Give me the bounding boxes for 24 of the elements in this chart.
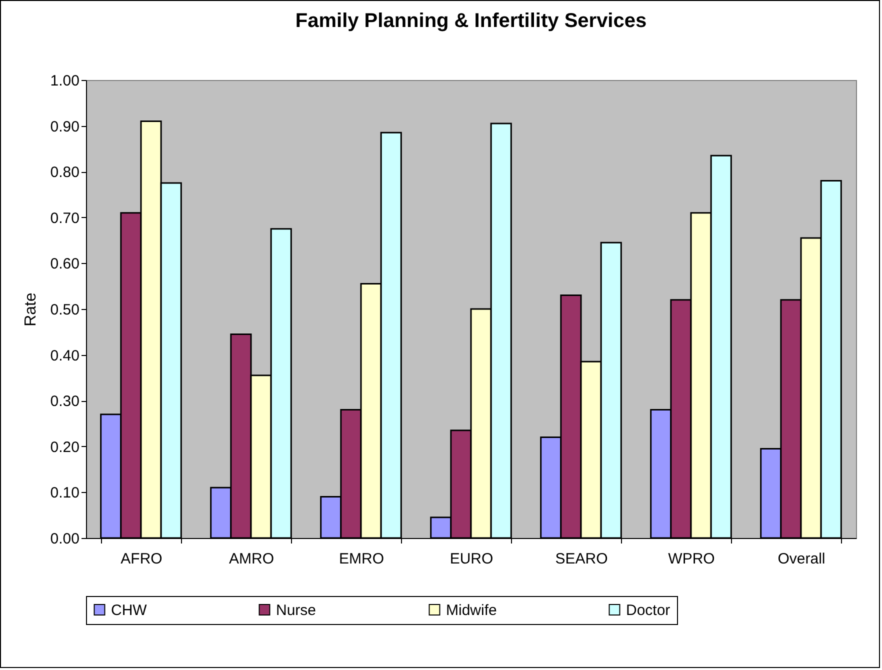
legend-label: Midwife	[446, 602, 497, 619]
y-tick-label: 0.50	[50, 302, 80, 318]
y-tick-label: 0.20	[50, 438, 80, 456]
x-tick-label: AMRO	[229, 550, 274, 568]
x-tick-label: Overall	[778, 550, 826, 568]
y-tick-label: 0.70	[50, 210, 80, 227]
x-tick-label: EURO	[450, 550, 494, 568]
legend-label: CHW	[111, 602, 148, 619]
x-tick-label: EMRO	[339, 550, 384, 568]
y-tick-label: 0.60	[50, 256, 80, 273]
y-tick-label: 0.40	[50, 347, 80, 364]
y-tick-label: 1.00	[50, 72, 80, 90]
y-tick-label: 0.80	[50, 164, 80, 182]
y-tick-label: 0.10	[50, 484, 80, 502]
chart-title: Family Planning & Infertility Services	[295, 10, 647, 32]
x-tick-label: SEARO	[555, 550, 608, 568]
x-tick-label: WPRO	[668, 550, 715, 568]
x-tick-label: AFRO	[120, 550, 162, 568]
y-tick-label: 0.00	[50, 530, 80, 548]
y-axis-title: Rate	[22, 292, 40, 326]
y-tick-label: 0.90	[50, 118, 80, 136]
legend-label: Doctor	[626, 602, 670, 619]
legend-label: Nurse	[276, 602, 316, 619]
y-tick-label: 0.30	[50, 393, 80, 410]
